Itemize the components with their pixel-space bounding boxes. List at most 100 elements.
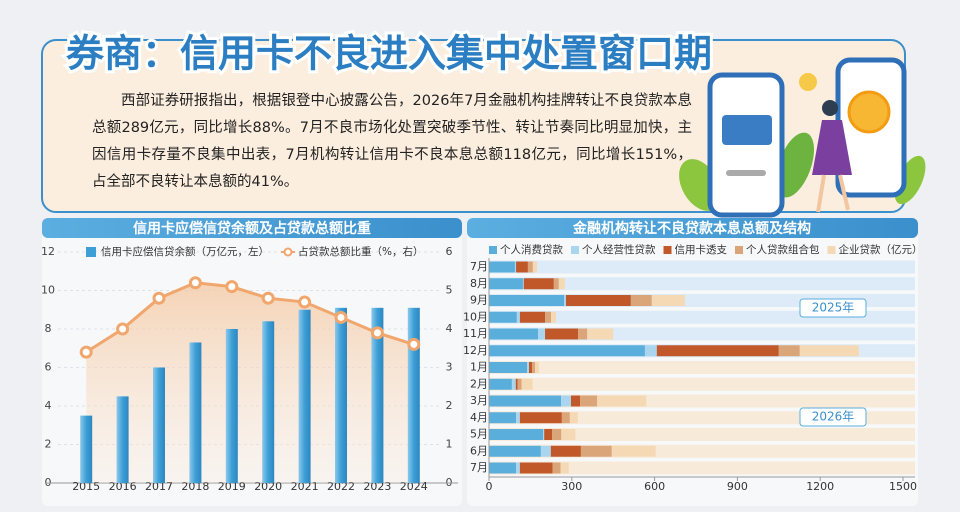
x-tick-label: 2022 bbox=[327, 480, 355, 493]
bar bbox=[225, 329, 238, 483]
left-title-bar bbox=[42, 218, 462, 238]
bar-segment bbox=[489, 362, 528, 373]
bar-segment bbox=[799, 345, 859, 357]
y2-tick-label: 2 bbox=[446, 399, 453, 412]
bar-segment bbox=[516, 311, 520, 323]
bar-segment bbox=[522, 278, 524, 290]
y-tick-label: 12月 bbox=[463, 344, 488, 357]
row-band bbox=[489, 428, 915, 441]
bar-segment bbox=[580, 445, 612, 457]
bar-segment bbox=[489, 462, 517, 474]
y-tick-label: 6月 bbox=[470, 444, 488, 457]
bar-segment bbox=[566, 295, 631, 306]
row-band bbox=[489, 361, 915, 374]
row-band bbox=[489, 260, 915, 274]
bar bbox=[262, 321, 275, 483]
bar-segment bbox=[532, 362, 536, 373]
x-tick-label: 2023 bbox=[363, 480, 391, 493]
bar-segment bbox=[597, 395, 647, 407]
line-area bbox=[86, 282, 414, 483]
legend-label: 占贷款总额比重（%，右） bbox=[298, 245, 423, 258]
bar-segment bbox=[538, 328, 546, 340]
x-tick-label: 2024 bbox=[400, 480, 428, 493]
y-tick-label: 4 bbox=[45, 399, 52, 412]
line-marker bbox=[188, 276, 202, 290]
y2-tick-label: 6 bbox=[446, 245, 453, 258]
illustration bbox=[679, 57, 926, 218]
x-tick-label: 2021 bbox=[291, 480, 319, 493]
y-tick-label: 7月 bbox=[470, 461, 488, 474]
x-tick-label: 1200 bbox=[806, 480, 834, 493]
bar bbox=[407, 307, 420, 483]
x-tick-label: 2020 bbox=[254, 480, 282, 493]
legend-label: 个人贷款组合包 bbox=[746, 243, 820, 256]
bar-segment bbox=[553, 278, 559, 290]
y-tick-label: 5月 bbox=[470, 428, 488, 441]
legend-swatch bbox=[663, 246, 672, 254]
y-tick-label: 11月 bbox=[463, 327, 488, 340]
bar-segment bbox=[489, 278, 523, 290]
chart-title: 信用卡应偿信贷余额及占贷款总额比重 bbox=[133, 220, 371, 237]
bar-segment bbox=[552, 429, 562, 440]
legend-label: 个人经营性贷款 bbox=[582, 243, 656, 256]
x-tick-label: 2019 bbox=[218, 480, 246, 493]
bar-segment bbox=[489, 328, 539, 340]
legend-swatch bbox=[283, 247, 293, 257]
legend-label: 信用卡透支 bbox=[675, 243, 728, 256]
legend-unit: （亿元） bbox=[881, 243, 923, 256]
bar-segment bbox=[564, 295, 567, 306]
bar-segment bbox=[535, 362, 539, 373]
paragraph: 西部证券研报指出，根据银登中心披露公告，2026年7月金融机构挂牌转让不良贷款本… bbox=[92, 93, 692, 190]
bar-segment bbox=[561, 429, 576, 440]
bar-segment bbox=[523, 278, 554, 290]
bar-segment bbox=[540, 445, 551, 457]
x-tick-label: 1500 bbox=[889, 480, 917, 493]
line bbox=[85, 281, 415, 354]
chart-title: 金融机构转让不良贷款本息总额及结构 bbox=[572, 220, 811, 237]
bar-segment bbox=[580, 395, 598, 407]
bar-segment bbox=[516, 462, 520, 474]
bar-segment bbox=[515, 378, 518, 390]
annotation-box bbox=[799, 407, 867, 427]
bar-segment bbox=[644, 345, 657, 357]
bar-segment bbox=[519, 462, 553, 474]
annotation: 2026年 bbox=[812, 410, 855, 424]
y-tick-label: 9月 bbox=[470, 294, 488, 307]
row-band bbox=[489, 277, 915, 291]
y-tick-label: 6 bbox=[45, 361, 52, 374]
y2-tick-label: 4 bbox=[446, 322, 453, 335]
row-band bbox=[489, 461, 915, 475]
legend-swatch bbox=[735, 246, 743, 254]
bar-segment bbox=[545, 328, 579, 340]
line-marker bbox=[261, 291, 275, 305]
bar-segment bbox=[516, 261, 528, 273]
bar bbox=[335, 307, 347, 483]
bar-segment bbox=[489, 445, 541, 457]
x-tick-label: 900 bbox=[727, 480, 748, 493]
y-tick-label: 3月 bbox=[470, 394, 488, 407]
bar-segment bbox=[519, 311, 546, 323]
bar-segment bbox=[516, 412, 520, 424]
bar-segment bbox=[560, 462, 569, 474]
bar-segment bbox=[489, 412, 517, 424]
bar-segment bbox=[489, 429, 544, 440]
bar-segment bbox=[521, 378, 533, 390]
line-marker bbox=[334, 310, 348, 324]
y2-tick-label: 1 bbox=[446, 438, 453, 451]
bar bbox=[298, 309, 311, 483]
bar-segment bbox=[527, 362, 530, 373]
right-title-bar bbox=[467, 218, 918, 238]
bar-segment bbox=[558, 278, 565, 290]
bar-segment bbox=[552, 462, 561, 474]
bar bbox=[116, 396, 129, 483]
bar-segment bbox=[587, 328, 614, 340]
bar-segment bbox=[519, 412, 562, 424]
bar-segment bbox=[517, 378, 522, 390]
bar-segment bbox=[551, 311, 557, 323]
bar-segment bbox=[489, 378, 512, 390]
bar-segment bbox=[543, 429, 545, 440]
bar-segment bbox=[514, 261, 517, 273]
y-tick-label: 12 bbox=[41, 245, 55, 258]
